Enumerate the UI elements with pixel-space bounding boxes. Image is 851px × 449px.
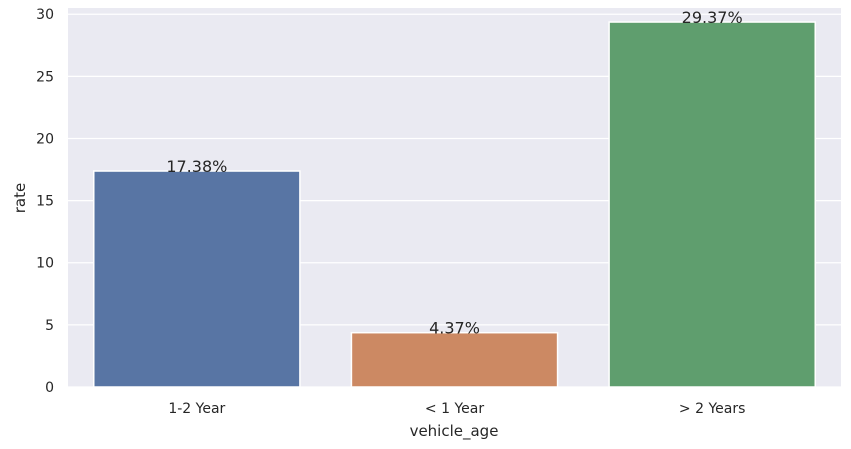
y-tick-label: 30 (36, 7, 54, 23)
bar (350, 331, 559, 388)
y-tick-label: 10 (36, 256, 54, 272)
y-tick-label: 20 (36, 131, 54, 147)
x-axis-ticks: 1-2 Year < 1 Year > 2 Years (168, 401, 745, 417)
x-tick-label: > 2 Years (679, 401, 745, 417)
bar-value-label: 29.37% (682, 8, 743, 27)
y-tick-label: 0 (45, 380, 54, 396)
bars (93, 21, 816, 388)
bar (93, 170, 301, 388)
bar-value-label: 17.38% (166, 157, 227, 176)
bar (608, 21, 816, 388)
y-axis-title: rate (11, 183, 29, 213)
x-axis-title: vehicle_age (410, 422, 499, 441)
y-tick-label: 25 (36, 69, 54, 85)
bar-value-labels: 17.38% 4.37% 29.37% (166, 8, 742, 338)
y-axis-ticks: 0 5 10 15 20 25 30 (36, 7, 54, 396)
bar-value-label: 4.37% (429, 319, 480, 338)
x-tick-label: < 1 Year (425, 401, 484, 417)
x-tick-label: 1-2 Year (168, 401, 225, 417)
y-tick-label: 5 (45, 318, 54, 334)
y-tick-label: 15 (36, 194, 54, 210)
